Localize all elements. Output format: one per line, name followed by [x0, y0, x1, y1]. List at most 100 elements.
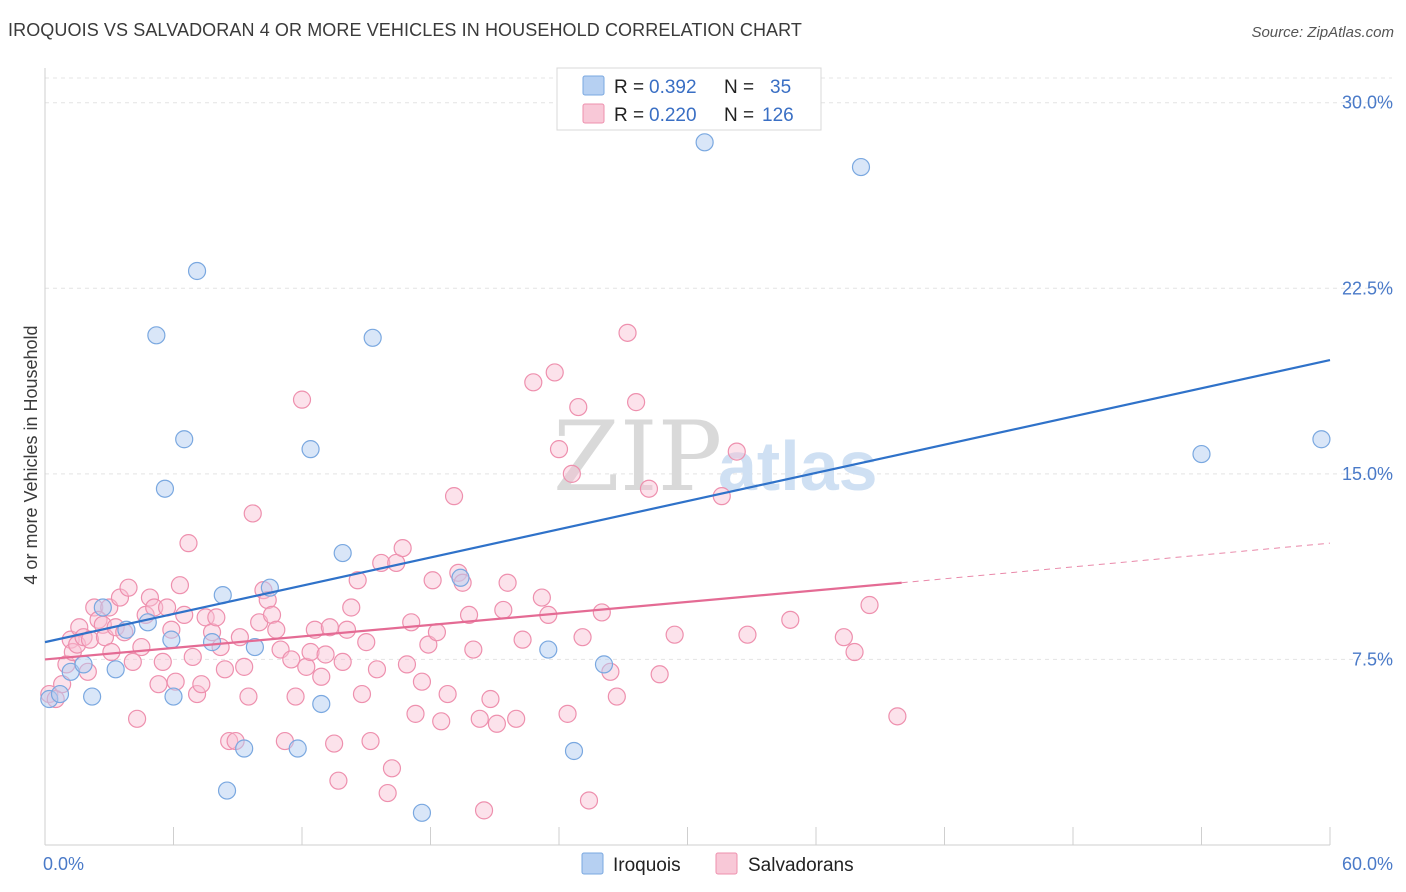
iroquois-point-27: [451, 568, 470, 587]
bottom-legend: Iroquois Salvadorans: [581, 852, 854, 876]
salvadoran-point-125: [845, 642, 864, 662]
iroquois-point-9: [147, 326, 166, 345]
salvadoran-point-110: [573, 628, 592, 647]
iroquois-point-19: [245, 637, 264, 657]
y-axis-label: 4 or more Vehicles in Household: [21, 325, 41, 584]
salvadoran-point-83: [412, 672, 432, 691]
salvadoran-point-126: [860, 595, 879, 615]
y-tick-label-1: 15.0%: [1342, 464, 1393, 484]
iroquois-point-34: [1312, 430, 1331, 449]
salvadoran-point-97: [487, 714, 506, 733]
salvadoran-point-117: [639, 479, 659, 498]
salvadoran-point-21: [123, 652, 142, 672]
salvadoran-point-66: [329, 771, 348, 790]
salvadoran-point-119: [665, 625, 684, 644]
salvadoran-point-70: [348, 571, 367, 590]
legend-n-label-salvadorans: N =: [724, 105, 754, 126]
watermark-atlas: atlas: [718, 427, 878, 505]
salvadoran-point-101: [513, 630, 532, 649]
iroquois-point-4: [83, 687, 102, 706]
iroquois-trend-line: [44, 358, 1331, 644]
salvadoran-point-106: [549, 440, 569, 459]
legend: R = 0.392 N = 35 R = 0.220 N = 126: [556, 67, 822, 131]
y-tick-label-0: 7.5%: [1352, 649, 1393, 669]
salvadoran-point-47: [239, 687, 258, 706]
iroquois-point-23: [312, 694, 331, 714]
salvadoran-point-53: [267, 620, 286, 639]
salvadoran-point-42: [215, 660, 234, 679]
salvadoran-point-37: [192, 675, 211, 694]
salvadoran-point-123: [781, 610, 800, 629]
salvadoran-point-62: [312, 667, 331, 686]
iroquois-point-3: [74, 655, 93, 674]
legend-r-value-salvadorans: 0.220: [649, 105, 697, 126]
salvadoran-point-31: [166, 672, 185, 691]
salvadoran-point-127: [888, 707, 907, 726]
salvadoran-point-22: [127, 709, 147, 728]
salvadoran-trend-extension: [901, 542, 1331, 584]
salvadoran-point-68: [337, 620, 357, 639]
y-tick-label-2: 22.5%: [1342, 278, 1393, 298]
salvadoran-point-95: [474, 801, 494, 820]
salvadoran-point-40: [207, 608, 226, 627]
iroquois-point-6: [106, 660, 125, 679]
iroquois-point-15: [202, 633, 222, 652]
iroquois-point-12: [164, 687, 183, 706]
legend-r-label-iroquois: R =: [614, 77, 644, 98]
salvadoran-point-118: [650, 665, 669, 684]
grid-lines: [45, 77, 1392, 660]
salvadoran-point-102: [524, 373, 543, 392]
axes: [44, 68, 1331, 846]
salvadoran-point-105: [545, 363, 564, 382]
iroquois-point-21: [288, 739, 307, 758]
salvadoran-point-109: [569, 397, 588, 417]
iroquois-point-18: [235, 739, 254, 758]
salvadoran-point-33: [175, 605, 194, 625]
salvadoran-point-59: [297, 657, 316, 676]
salvadoran-point-88: [438, 684, 457, 704]
salvadoran-point-84: [419, 635, 438, 654]
legend-swatch-iroquois: [582, 75, 605, 96]
legend-r-label-salvadorans: R =: [614, 105, 644, 126]
y-tick-label-3: 30.0%: [1342, 93, 1393, 113]
y-tick-labels: 7.5% 15.0% 22.5% 30.0%: [1342, 93, 1393, 670]
legend-swatch-salvadorans: [582, 103, 605, 124]
salvadoran-point-60: [301, 642, 320, 662]
watermark-zip: ZIP: [553, 401, 722, 513]
salvadoran-point-99: [498, 573, 517, 592]
salvadorans-points: [40, 323, 907, 820]
salvadoran-point-74: [367, 660, 387, 679]
legend-n-value-salvadorans: 126: [762, 105, 794, 126]
salvadoran-point-92: [459, 605, 479, 625]
iroquois-point-22: [301, 440, 320, 459]
legend-r-value-iroquois: 0.392: [649, 77, 697, 98]
trend-lines: [44, 358, 1331, 661]
salvadoran-point-25: [140, 588, 160, 607]
salvadoran-point-96: [481, 689, 500, 709]
salvadoran-point-77: [382, 759, 402, 778]
salvadoran-point-80: [397, 655, 417, 674]
salvadoran-point-122: [738, 625, 757, 644]
bottom-legend-swatch-salvadorans: [715, 852, 738, 875]
salvadoran-point-93: [464, 640, 483, 659]
salvadoran-point-107: [558, 704, 577, 723]
iroquois-point-14: [187, 261, 207, 281]
salvadoran-point-94: [470, 709, 489, 728]
bottom-legend-label-salvadorans: Salvadorans: [748, 855, 854, 876]
iroquois-point-13: [175, 430, 194, 449]
iroquois-point-33: [1192, 444, 1211, 464]
salvadoran-point-120: [712, 487, 731, 506]
salvadoran-point-89: [444, 487, 464, 506]
salvadoran-point-87: [432, 712, 451, 731]
iroquois-point-29: [564, 741, 584, 761]
source-label[interactable]: Source: ZipAtlas.com: [1251, 24, 1394, 41]
iroquois-point-24: [333, 543, 352, 563]
salvadoran-point-69: [342, 598, 361, 617]
salvadoran-point-63: [316, 645, 335, 664]
salvadoran-point-86: [427, 623, 447, 642]
salvadoran-point-23: [132, 637, 151, 657]
salvadoran-point-85: [423, 571, 442, 590]
salvadoran-point-48: [243, 504, 262, 523]
iroquois-point-28: [539, 640, 558, 659]
